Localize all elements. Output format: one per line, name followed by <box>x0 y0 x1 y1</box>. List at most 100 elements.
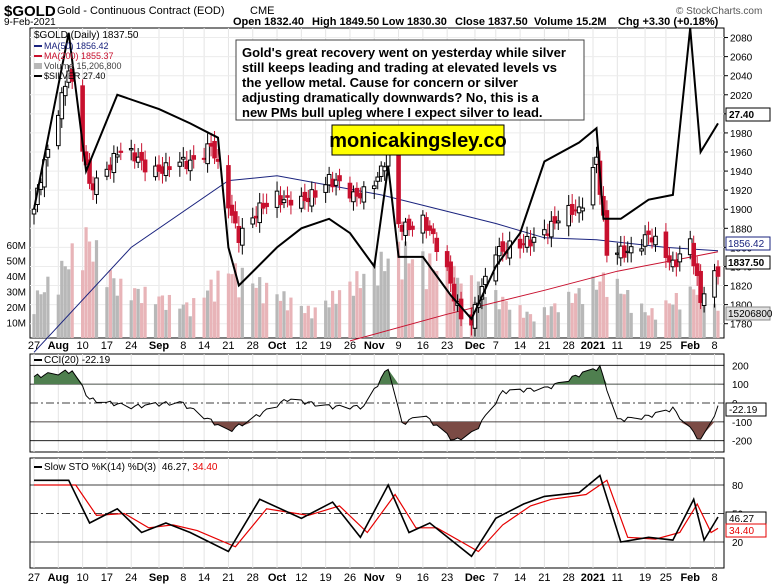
volume-bar <box>285 310 290 338</box>
volume-bar <box>209 279 213 338</box>
volume-bar <box>664 300 668 338</box>
volume-bar <box>282 291 286 338</box>
volume-bar <box>549 306 553 338</box>
date-label: 28 <box>247 340 259 352</box>
tag-volume-text: 15206800 <box>728 309 773 320</box>
volume-tick-label: 50M <box>7 257 26 268</box>
annotation-line-4: adjusting dramatically downwards? No, th… <box>242 90 540 105</box>
sto-legend-k: 46.27 <box>162 462 187 473</box>
exchange: CME <box>250 5 274 17</box>
volume-bar <box>310 318 314 338</box>
sto-tick-label: 20 <box>732 538 744 549</box>
volume-bar <box>615 278 619 338</box>
legend-ma50: MA(50) 1856.42 <box>44 41 109 51</box>
volume-tick-label: 20M <box>7 303 26 314</box>
volume-bar <box>570 302 574 338</box>
date-label: 27 <box>28 572 40 584</box>
volume-bar <box>192 298 196 338</box>
volume-bar <box>494 290 498 338</box>
volume-bar <box>358 288 362 338</box>
candle-body <box>604 210 610 256</box>
price-tick-label: 1900 <box>730 205 753 216</box>
candle-body <box>139 151 144 161</box>
volume-bar <box>306 305 310 338</box>
sto-panel: 805020 Slow STO %K(14) %D(3) 46.27, 34.4… <box>29 457 767 569</box>
close-value: Close 1837.50 <box>455 16 528 28</box>
date-label: 19 <box>639 340 651 352</box>
volume-bar <box>233 263 237 338</box>
volume-bar <box>626 290 630 338</box>
open-value: Open 1832.40 <box>233 16 304 28</box>
volume-bar <box>112 278 116 338</box>
candle-body <box>542 229 547 236</box>
volume-bar <box>435 270 439 338</box>
legend-ma200: MA(200) 1855.37 <box>44 51 114 61</box>
date-label: 10 <box>76 572 88 584</box>
volume-bar <box>237 297 241 338</box>
date-label: 21 <box>222 572 234 584</box>
candle-body <box>299 195 304 209</box>
date-label: 11 <box>612 572 623 584</box>
annotation-line-3: the yellow metal. Cause for concern or s… <box>242 75 518 90</box>
price-tick-label: 1940 <box>730 167 753 178</box>
volume-bar <box>251 283 255 338</box>
volume-bar <box>324 300 328 338</box>
date-label: 24 <box>125 572 137 584</box>
candle-body <box>31 208 37 215</box>
candle-body <box>180 156 186 160</box>
price-tick-label: 2060 <box>730 53 753 64</box>
volume-bar <box>445 261 449 338</box>
date-label: 23 <box>441 340 453 352</box>
candle-body <box>701 293 707 306</box>
chart-date: 9-Feb-2021 <box>4 17 56 28</box>
date-label: 28 <box>563 340 575 352</box>
volume-bar <box>42 292 47 338</box>
candle-body <box>396 144 401 225</box>
volume-bar <box>521 317 526 338</box>
volume-bar <box>379 251 383 338</box>
date-label: 24 <box>125 340 137 352</box>
candle-body <box>142 159 148 173</box>
volume-bar <box>327 307 331 338</box>
volume-bar <box>133 288 137 338</box>
candle-body <box>430 228 436 235</box>
volume-bar <box>594 289 599 338</box>
volume-bar <box>428 253 432 338</box>
date-label: 28 <box>563 572 575 584</box>
volume-bar <box>640 303 644 338</box>
volume-bar <box>105 287 109 338</box>
volume-bar <box>688 286 692 338</box>
candle-body <box>375 176 381 182</box>
candle-body <box>549 220 554 238</box>
candle-body <box>240 227 245 246</box>
legend-gold: $GOLD (Daily) 1837.50 <box>34 30 139 41</box>
sto-legend-sep: , <box>187 462 193 473</box>
cci-tick-label: 100 <box>732 380 749 391</box>
price-tick-label: 2020 <box>730 91 753 102</box>
candle-body <box>628 246 634 254</box>
legend-silver: $SILVER 27.40 <box>44 71 105 81</box>
volume-bar <box>275 294 279 338</box>
volume-bar <box>46 276 50 338</box>
date-label: 21 <box>222 340 234 352</box>
annotation-line-5: new PMs bull upleg where I expect silver… <box>242 105 543 120</box>
volume-bar <box>692 289 696 338</box>
date-label: 16 <box>417 340 429 352</box>
candle-body <box>257 202 262 224</box>
volume-bar <box>619 293 623 338</box>
volume-bar <box>188 316 192 338</box>
date-label: 8 <box>180 340 186 352</box>
cci-tick-label: -200 <box>732 437 752 448</box>
date-label: Aug <box>48 572 69 584</box>
volume-bar <box>67 269 71 338</box>
date-label: 14 <box>198 572 210 584</box>
volume-bar <box>674 293 678 338</box>
volume-bar <box>206 290 210 338</box>
candle-body <box>212 140 217 159</box>
volume-bar <box>56 294 60 338</box>
date-label: 19 <box>320 340 332 352</box>
volume-bar <box>480 289 484 338</box>
volume-bar <box>629 312 633 338</box>
candle-body <box>333 179 339 186</box>
